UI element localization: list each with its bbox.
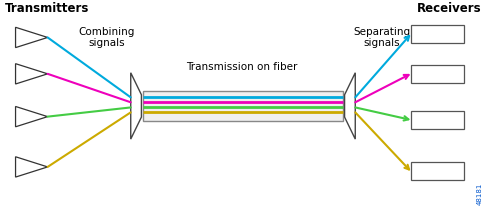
Text: Transmitters: Transmitters [5, 2, 89, 15]
Bar [411, 25, 464, 43]
Bar [411, 65, 464, 83]
Bar [411, 162, 464, 180]
Text: Separating
signals: Separating signals [353, 27, 410, 48]
Text: Receivers: Receivers [417, 2, 481, 15]
Text: Transmission on fiber: Transmission on fiber [186, 62, 297, 72]
Text: Combining
signals: Combining signals [79, 27, 135, 48]
Text: 48181: 48181 [477, 183, 483, 205]
Bar [143, 91, 343, 121]
Bar [411, 111, 464, 129]
